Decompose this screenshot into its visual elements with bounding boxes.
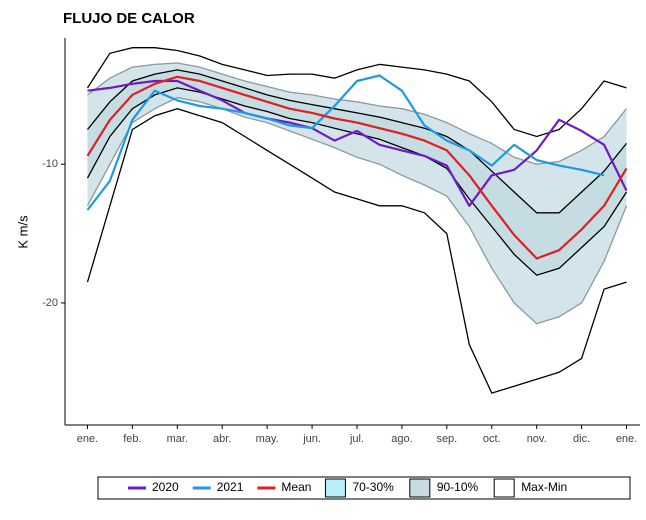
- band-edge: [86, 108, 627, 394]
- x-tick-label: jul.: [349, 433, 364, 445]
- x-tick-label: ene.: [616, 433, 637, 445]
- x-tick-label: nov.: [527, 433, 547, 445]
- y-tick-label: -10: [42, 158, 58, 170]
- series-line: [86, 74, 605, 211]
- legend-label: Mean: [281, 480, 311, 494]
- band-area: [87, 47, 627, 394]
- chart-title: FLUJO DE CALOR: [63, 10, 195, 27]
- legend-label: Max-Min: [521, 480, 567, 494]
- x-tick-label: oct.: [483, 433, 501, 445]
- legend-swatch: [324, 478, 346, 498]
- legend-label: 70-30%: [352, 480, 394, 494]
- x-tick-label: feb.: [123, 433, 141, 445]
- x-tick-label: jun.: [302, 433, 321, 445]
- x-tick-label: may.: [256, 433, 279, 445]
- band-area: [87, 69, 627, 276]
- band-edge: [87, 62, 628, 165]
- band-edge: [86, 87, 628, 276]
- band-area: [87, 62, 627, 324]
- x-tick-label: mar.: [167, 433, 188, 445]
- legend-swatch: [493, 478, 515, 498]
- series-line: [87, 79, 628, 207]
- x-tick-label: dic.: [573, 433, 590, 445]
- band-edge: [86, 69, 628, 214]
- band-edge: [86, 47, 627, 138]
- x-tick-label: ene.: [77, 433, 98, 445]
- legend-label: 2021: [217, 480, 244, 494]
- legend-label: 90-10%: [437, 480, 479, 494]
- legend-label: 2020: [152, 480, 179, 494]
- band-edge: [86, 96, 628, 325]
- y-axis-label: K m/s: [15, 215, 30, 249]
- legend-swatch: [409, 478, 431, 498]
- series-line: [86, 75, 628, 260]
- x-tick-label: abr.: [213, 433, 231, 445]
- y-tick-label: -20: [42, 297, 58, 309]
- x-tick-label: ago.: [391, 433, 412, 445]
- x-tick-label: sep.: [436, 433, 457, 445]
